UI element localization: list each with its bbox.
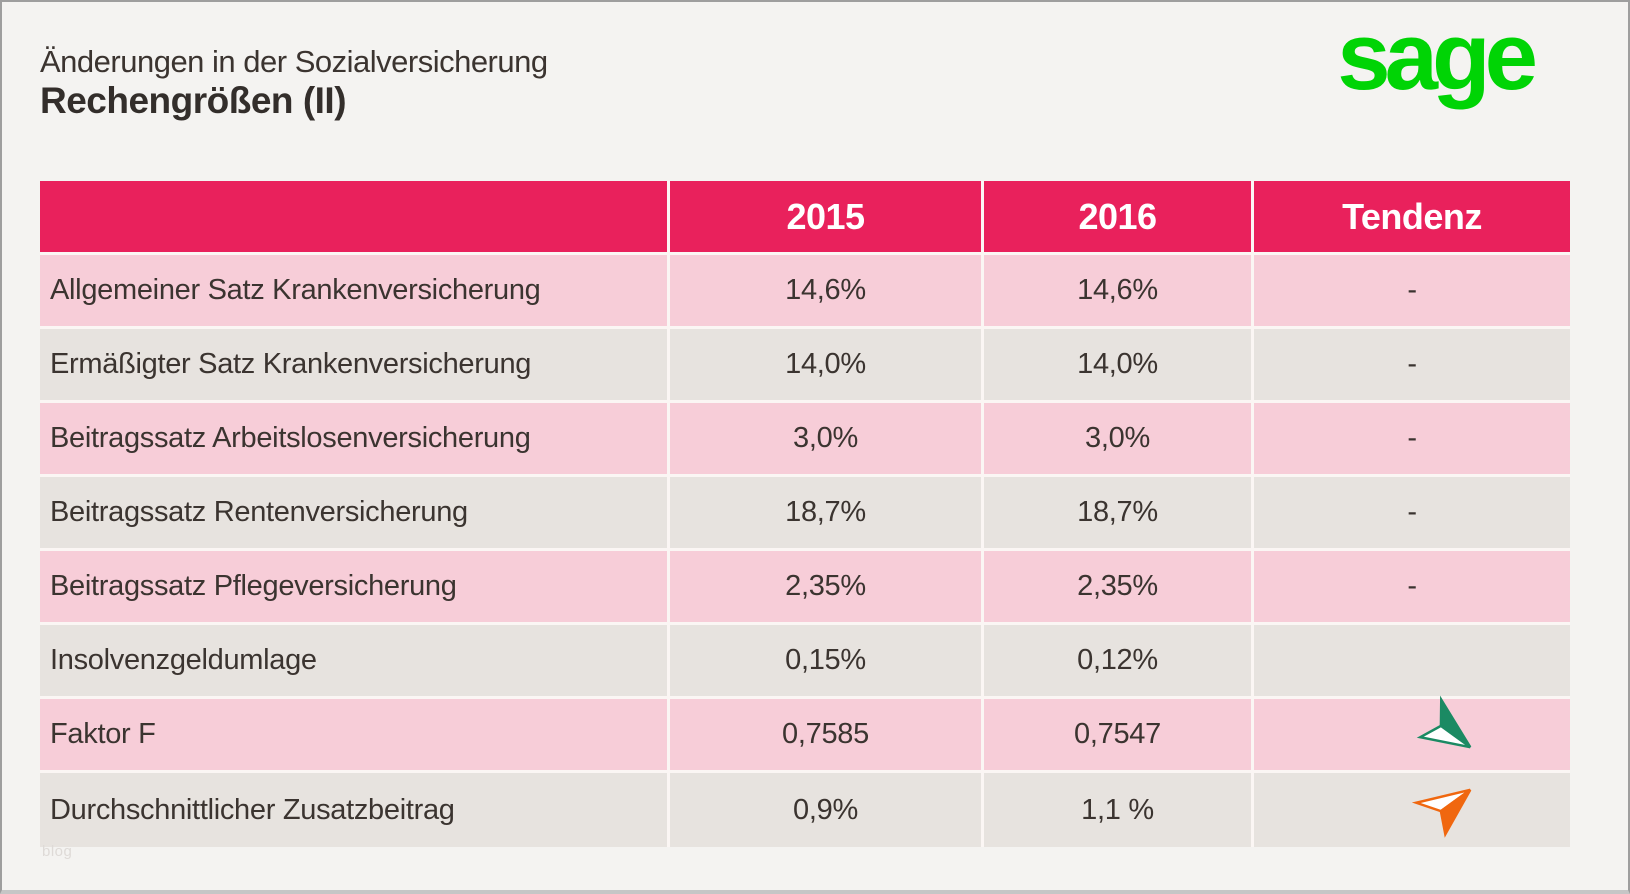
- table-row: Allgemeiner Satz Krankenversicherung 14,…: [40, 255, 1570, 329]
- row-label: Durchschnittlicher Zusatzbeitrag: [40, 773, 670, 847]
- trend-cell: [1254, 625, 1570, 699]
- table-row: Faktor F 0,7585 0,7547: [40, 695, 1570, 773]
- trend-cell: -: [1254, 329, 1570, 403]
- value-2015: 0,15%: [670, 625, 984, 699]
- row-label: Faktor F: [40, 699, 670, 773]
- value-2015: 2,35%: [670, 551, 984, 625]
- table-row: Beitragssatz Arbeitslosenversicherung 3,…: [40, 403, 1570, 477]
- row-label: Allgemeiner Satz Krankenversicherung: [40, 255, 670, 329]
- table-body: Allgemeiner Satz Krankenversicherung 14,…: [40, 255, 1570, 847]
- table-row: Beitragssatz Rentenversicherung 18,7% 18…: [40, 477, 1570, 551]
- header-empty-cell: [40, 181, 670, 255]
- trend-cell: [1254, 695, 1570, 773]
- row-label: Beitragssatz Pflegeversicherung: [40, 551, 670, 625]
- row-label: Insolvenzgeldumlage: [40, 625, 670, 699]
- row-label: Beitragssatz Rentenversicherung: [40, 477, 670, 551]
- header-2016: 2016: [984, 181, 1254, 255]
- trend-up-icon: [1411, 776, 1478, 838]
- table-row: Insolvenzgeldumlage 0,15% 0,12%: [40, 625, 1570, 699]
- value-2016: 2,35%: [984, 551, 1254, 625]
- header-row: 2015 2016 Tendenz: [40, 181, 1570, 255]
- value-2015: 0,7585: [670, 699, 984, 773]
- watermark: blog: [42, 843, 73, 860]
- rechengroessen-table: 2015 2016 Tendenz Allgemeiner Satz Krank…: [40, 181, 1570, 847]
- page-title: Rechengrößen (II): [40, 80, 347, 121]
- row-label: Beitragssatz Arbeitslosenversicherung: [40, 403, 670, 477]
- table-row: Ermäßigter Satz Krankenversicherung 14,0…: [40, 329, 1570, 403]
- value-2016: 1,1 %: [984, 773, 1254, 847]
- value-2016: 3,0%: [984, 403, 1254, 477]
- value-2016: 0,7547: [984, 699, 1254, 773]
- value-2015: 18,7%: [670, 477, 984, 551]
- value-2015: 3,0%: [670, 403, 984, 477]
- sage-logo: sage: [1337, 3, 1538, 110]
- value-2016: 14,0%: [984, 329, 1254, 403]
- slide-supertitle: Änderungen in der Sozialversicherung: [40, 44, 548, 79]
- value-2015: 0,9%: [670, 773, 984, 847]
- trend-cell: -: [1254, 403, 1570, 477]
- row-label: Ermäßigter Satz Krankenversicherung: [40, 329, 670, 403]
- value-2016: 18,7%: [984, 477, 1254, 551]
- value-2015: 14,0%: [670, 329, 984, 403]
- table-header: 2015 2016 Tendenz: [40, 181, 1570, 255]
- header-2015: 2015: [670, 181, 984, 255]
- trend-cell: -: [1254, 477, 1570, 551]
- value-2015: 14,6%: [670, 255, 984, 329]
- trend-cell: [1254, 773, 1570, 847]
- table-row: Durchschnittlicher Zusatzbeitrag 0,9% 1,…: [40, 773, 1570, 847]
- value-2016: 0,12%: [984, 625, 1254, 699]
- table-row: Beitragssatz Pflegeversicherung 2,35% 2,…: [40, 551, 1570, 625]
- trend-cell: -: [1254, 255, 1570, 329]
- trend-cell: -: [1254, 551, 1570, 625]
- trend-down-icon: [1416, 695, 1478, 761]
- header-tendenz: Tendenz: [1254, 181, 1570, 255]
- value-2016: 14,6%: [984, 255, 1254, 329]
